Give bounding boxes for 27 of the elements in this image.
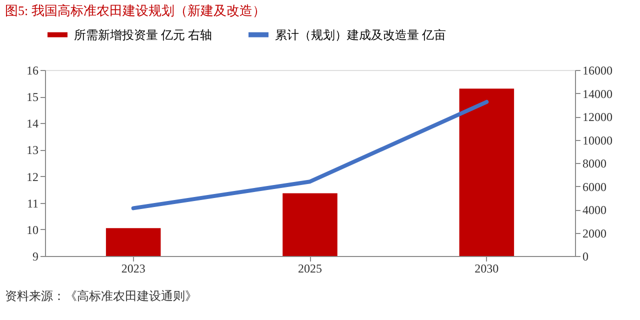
x-tick-label: 2030 [474,262,499,276]
y-tick-label: 16 [26,64,38,78]
y2-tick-label: 12000 [582,110,612,124]
y-tick-label: 11 [26,196,38,210]
y-tick-label: 13 [26,143,38,158]
y2-tick-label: 10000 [582,133,612,148]
legend-label: 所需新增投资量 亿元 右轴 [74,28,212,42]
y2-tick-label: 4000 [582,203,606,217]
chart-title: 图5: 我国高标准农田建设规划（新建及改造） [5,3,266,18]
y2-tick-label: 0 [582,250,588,264]
y-tick-label: 10 [26,222,38,237]
y-tick-label: 15 [26,90,38,104]
bar [459,88,514,256]
y2-tick-label: 8000 [582,156,606,170]
y2-tick-label: 14000 [582,86,612,101]
y2-tick-label: 6000 [582,180,606,194]
bar [106,228,161,256]
text: 资料来源：《高标准农田建设通则》 [5,289,197,303]
y-tick-label: 14 [26,116,38,131]
legend-label: 累计（规划）建成及改造量 亿亩 [275,28,446,42]
x-tick-label: 2023 [121,262,146,276]
y-tick-label: 12 [26,170,38,184]
y-tick-label: 9 [32,250,38,264]
y2-tick-label: 2000 [582,226,606,240]
x-tick-label: 2025 [298,262,322,276]
y2-tick-label: 16000 [582,64,612,78]
bar [282,193,338,256]
